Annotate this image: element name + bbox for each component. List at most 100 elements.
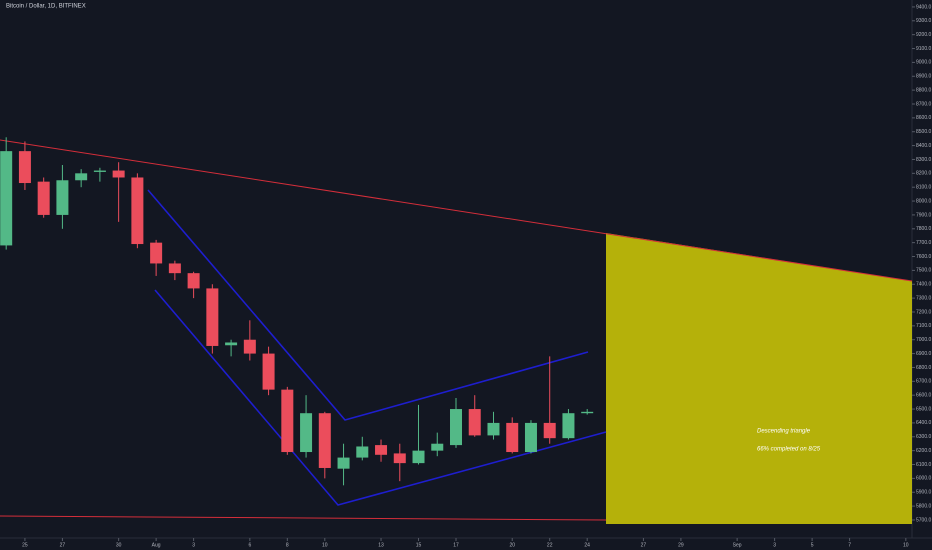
- candle-body: [412, 450, 425, 464]
- candle-body: [300, 413, 313, 453]
- candle-body: [37, 181, 50, 215]
- y-tick-label: 8500.0: [916, 129, 932, 135]
- x-tick-label: 6: [248, 542, 251, 548]
- candle-body: [450, 409, 462, 446]
- y-tick-label: 8800.0: [916, 87, 932, 93]
- annotation: 66% completed on 8/25: [757, 447, 821, 453]
- x-tick-label: 5: [811, 542, 814, 548]
- support-line: [0, 515, 607, 521]
- x-tick-label: 10: [903, 542, 909, 548]
- candle-body: [150, 242, 163, 264]
- candle-body: [168, 263, 181, 274]
- x-tick-label: 10: [322, 542, 328, 548]
- candle-body: [281, 389, 294, 453]
- y-tick-label: 7400.0: [916, 282, 932, 288]
- y-tick-label: 9000.0: [916, 60, 932, 66]
- x-tick-label: 27: [60, 542, 66, 548]
- y-tick-label: 8600.0: [916, 115, 932, 121]
- y-tick-label: 7900.0: [916, 212, 932, 218]
- y-tick-label: 8200.0: [916, 171, 932, 177]
- y-tick-label: 5900.0: [916, 490, 932, 496]
- x-tick-label: 25: [22, 542, 28, 548]
- y-tick-label: 9400.0: [916, 4, 932, 10]
- x-tick-label: Aug: [152, 542, 161, 548]
- x-tick-label: 30: [116, 542, 122, 548]
- y-tick-label: 7300.0: [916, 295, 932, 301]
- candle-body: [18, 151, 31, 184]
- candle-body: [487, 422, 500, 436]
- y-tick-label: 6600.0: [916, 393, 932, 399]
- y-tick-label: 6400.0: [916, 420, 932, 426]
- y-tick-label: 5800.0: [916, 503, 932, 509]
- y-tick-label: 8000.0: [916, 198, 932, 204]
- y-tick-label: 6100.0: [916, 462, 932, 468]
- x-tick-label: Sep: [733, 542, 742, 548]
- x-tick-label: 27: [641, 542, 647, 548]
- x-tick-label: 13: [378, 542, 384, 548]
- y-tick-label: 7600.0: [916, 254, 932, 260]
- y-tick-label: 9100.0: [916, 46, 932, 52]
- annotation: Descending triangle: [757, 429, 811, 435]
- pattern-box: [606, 233, 912, 524]
- candle-body: [393, 453, 406, 464]
- x-tick-label: 29: [678, 542, 684, 548]
- y-tick-label: 9300.0: [916, 18, 932, 24]
- candle-body: [187, 273, 200, 289]
- candle-body: [431, 443, 444, 451]
- y-tick-label: 7500.0: [916, 268, 932, 274]
- x-tick-label: 8: [286, 542, 289, 548]
- y-tick-label: 5700.0: [916, 517, 932, 523]
- candle-body: [225, 342, 238, 346]
- candle-body: [581, 411, 594, 414]
- candle-body: [543, 422, 556, 439]
- channel-lower: [154, 289, 607, 506]
- trend-line: [0, 139, 913, 282]
- x-tick-label: 22: [547, 542, 553, 548]
- y-tick-label: 8900.0: [916, 74, 932, 80]
- candle-body: [356, 446, 369, 458]
- candle-body: [75, 173, 88, 181]
- candle-body: [262, 353, 275, 390]
- y-tick-label: 6000.0: [916, 476, 932, 482]
- candle-body: [337, 457, 350, 469]
- candle-body: [468, 409, 481, 436]
- y-tick-label: 9200.0: [916, 32, 932, 38]
- candle-body: [112, 170, 125, 178]
- x-tick-label: 17: [453, 542, 459, 548]
- x-tick-label: 20: [509, 542, 515, 548]
- candle-body: [206, 288, 219, 346]
- y-tick-label: 6700.0: [916, 379, 932, 385]
- candle-body: [562, 413, 575, 439]
- channel-upper: [147, 189, 589, 421]
- y-tick-label: 7200.0: [916, 309, 932, 315]
- candle-body: [524, 422, 537, 453]
- x-tick-label: 24: [584, 542, 590, 548]
- y-tick-label: 7100.0: [916, 323, 932, 329]
- candle-body: [131, 177, 144, 245]
- y-tick-label: 8700.0: [916, 101, 932, 107]
- candle-body: [243, 339, 256, 354]
- y-tick-label: 7800.0: [916, 226, 932, 232]
- y-tick-label: 7000.0: [916, 337, 932, 343]
- y-tick-label: 6800.0: [916, 365, 932, 371]
- candle-body: [318, 413, 331, 468]
- y-tick-label: 7700.0: [916, 240, 932, 246]
- candle-body: [0, 151, 13, 246]
- x-tick-label: 7: [848, 542, 851, 548]
- candle-body: [506, 422, 519, 453]
- y-tick-label: 8300.0: [916, 157, 932, 163]
- chart-title: Bitcoin / Dollar, 1D, BITFINEX: [6, 4, 86, 10]
- candle-body: [93, 170, 106, 172]
- candle-body: [375, 445, 388, 455]
- candle-body: [56, 180, 69, 215]
- y-tick-label: 8400.0: [916, 143, 932, 149]
- x-tick-label: 15: [416, 542, 422, 548]
- x-tick-label: 3: [192, 542, 195, 548]
- y-tick-label: 6500.0: [916, 406, 932, 412]
- y-tick-label: 8100.0: [916, 185, 932, 191]
- x-tick-label: 3: [773, 542, 776, 548]
- y-tick-label: 6900.0: [916, 351, 932, 357]
- y-tick-label: 6200.0: [916, 448, 932, 454]
